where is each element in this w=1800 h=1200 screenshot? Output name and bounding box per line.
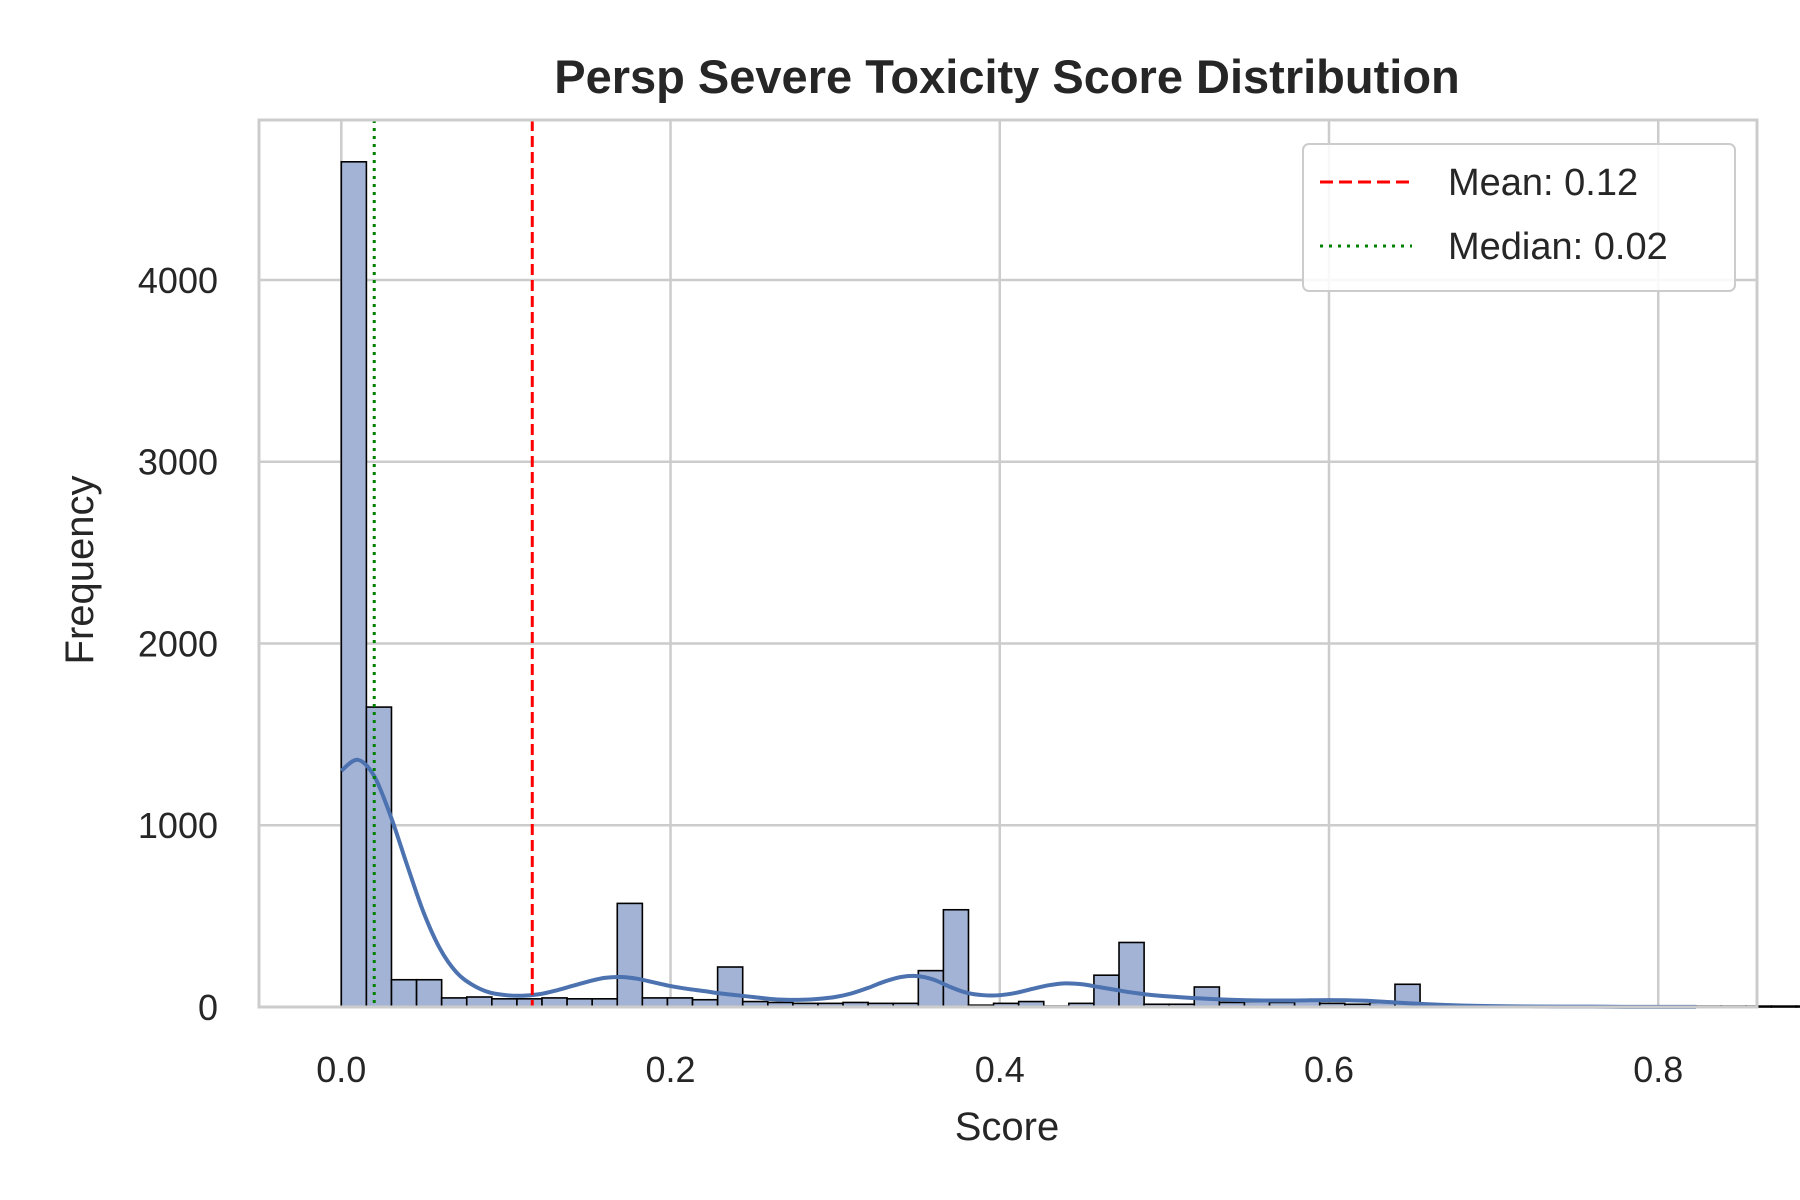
histogram-bar	[1795, 1005, 1800, 1008]
histogram-bar	[1770, 1005, 1798, 1008]
x-tick-label: 0.6	[1304, 1049, 1354, 1090]
x-tick-label: 0.8	[1633, 1049, 1683, 1090]
kde-curve	[340, 757, 1697, 1009]
kde-curve-group	[340, 757, 1697, 1009]
reference-lines	[372, 120, 534, 1007]
y-tick-labels: 0 1000 2000 3000 4000	[138, 260, 218, 1028]
y-axis-label: Frequency	[58, 476, 102, 665]
x-tick-label: 0.2	[646, 1049, 696, 1090]
histogram-bar	[340, 161, 368, 1008]
legend: Mean: 0.12 Median: 0.02	[1302, 143, 1736, 292]
legend-box	[1302, 143, 1736, 292]
x-tick-labels: 0.0 0.2 0.4 0.6 0.8	[316, 1049, 1683, 1090]
histogram-bar	[1118, 941, 1145, 1008]
histogram-bar	[616, 902, 644, 1008]
chart-title: Persp Severe Toxicity Score Distribution	[554, 50, 1459, 103]
histogram-bar	[716, 966, 744, 1008]
y-tick-label: 1000	[138, 805, 218, 846]
y-tick-label: 0	[198, 987, 218, 1028]
legend-median-label: Median: 0.02	[1448, 226, 1668, 268]
histogram-bar	[390, 978, 418, 1008]
y-tick-label: 2000	[138, 623, 218, 664]
x-tick-label: 0.4	[975, 1049, 1025, 1090]
histogram-bar	[415, 978, 443, 1008]
histogram-bar	[365, 706, 393, 1008]
x-tick-label: 0.0	[316, 1049, 366, 1090]
y-tick-label: 3000	[138, 442, 218, 483]
legend-mean-label: Mean: 0.12	[1448, 162, 1638, 204]
plot-frame	[257, 118, 1759, 1009]
x-axis-label: Score	[955, 1105, 1060, 1149]
y-tick-label: 4000	[138, 260, 218, 301]
